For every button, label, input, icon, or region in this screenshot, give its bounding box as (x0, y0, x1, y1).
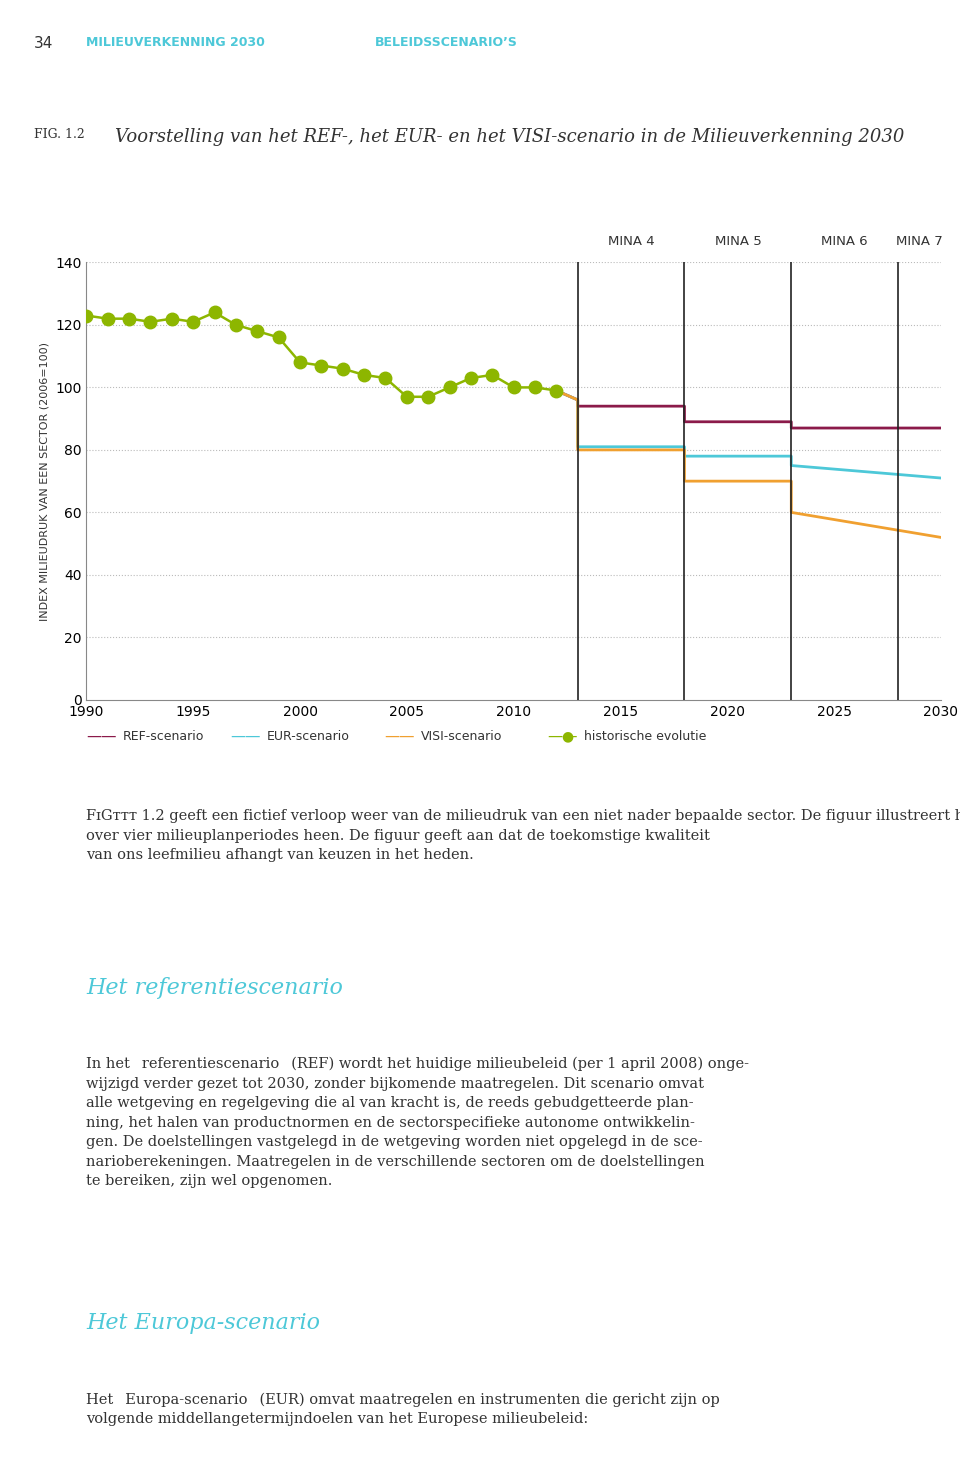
Text: MINA 6: MINA 6 (822, 235, 868, 248)
Text: Het Europa-scenario: Het Europa-scenario (86, 1312, 321, 1334)
Text: FIG. 1.2: FIG. 1.2 (34, 128, 84, 140)
Text: Het referentiescenario: Het referentiescenario (86, 977, 344, 999)
Text: ●: ● (562, 729, 574, 744)
Text: MINA 5: MINA 5 (714, 235, 761, 248)
Text: MINA 7: MINA 7 (896, 235, 943, 248)
Text: VISI-scenario: VISI-scenario (420, 730, 502, 742)
Text: MILIEUVERKENNING 2030: MILIEUVERKENNING 2030 (86, 36, 265, 48)
Text: 34: 34 (34, 36, 53, 51)
Text: REF-scenario: REF-scenario (123, 730, 204, 742)
Text: historische evolutie: historische evolutie (584, 730, 706, 742)
Text: In het  referentiescenario  (REF) wordt het huidige milieubeleid (per 1 april 20: In het referentiescenario (REF) wordt he… (86, 1057, 750, 1188)
Text: ——: —— (547, 729, 578, 744)
Text: EUR-scenario: EUR-scenario (267, 730, 349, 742)
Text: FɪGᴛᴛᴛ 1.2 geeft een fictief verloop weer van de milieudruk van een niet nader b: FɪGᴛᴛᴛ 1.2 geeft een fictief verloop wee… (86, 809, 960, 862)
Text: ——: —— (230, 729, 261, 744)
Text: ——: —— (86, 729, 117, 744)
Text: MINA 4: MINA 4 (608, 235, 655, 248)
Text: BELEIDSSCENARIO’S: BELEIDSSCENARIO’S (374, 36, 517, 48)
Text: Het  Europa-scenario  (EUR) omvat maatregelen en instrumenten die gericht zijn o: Het Europa-scenario (EUR) omvat maatrege… (86, 1392, 720, 1426)
Text: ——: —— (384, 729, 415, 744)
Text: Voorstelling van het REF-, het EUR- en het VISI-scenario in de Milieuverkenning : Voorstelling van het REF-, het EUR- en h… (115, 128, 904, 146)
Y-axis label: INDEX MILIEUDRUK VAN EEN SECTOR (2006=100): INDEX MILIEUDRUK VAN EEN SECTOR (2006=10… (39, 341, 50, 621)
